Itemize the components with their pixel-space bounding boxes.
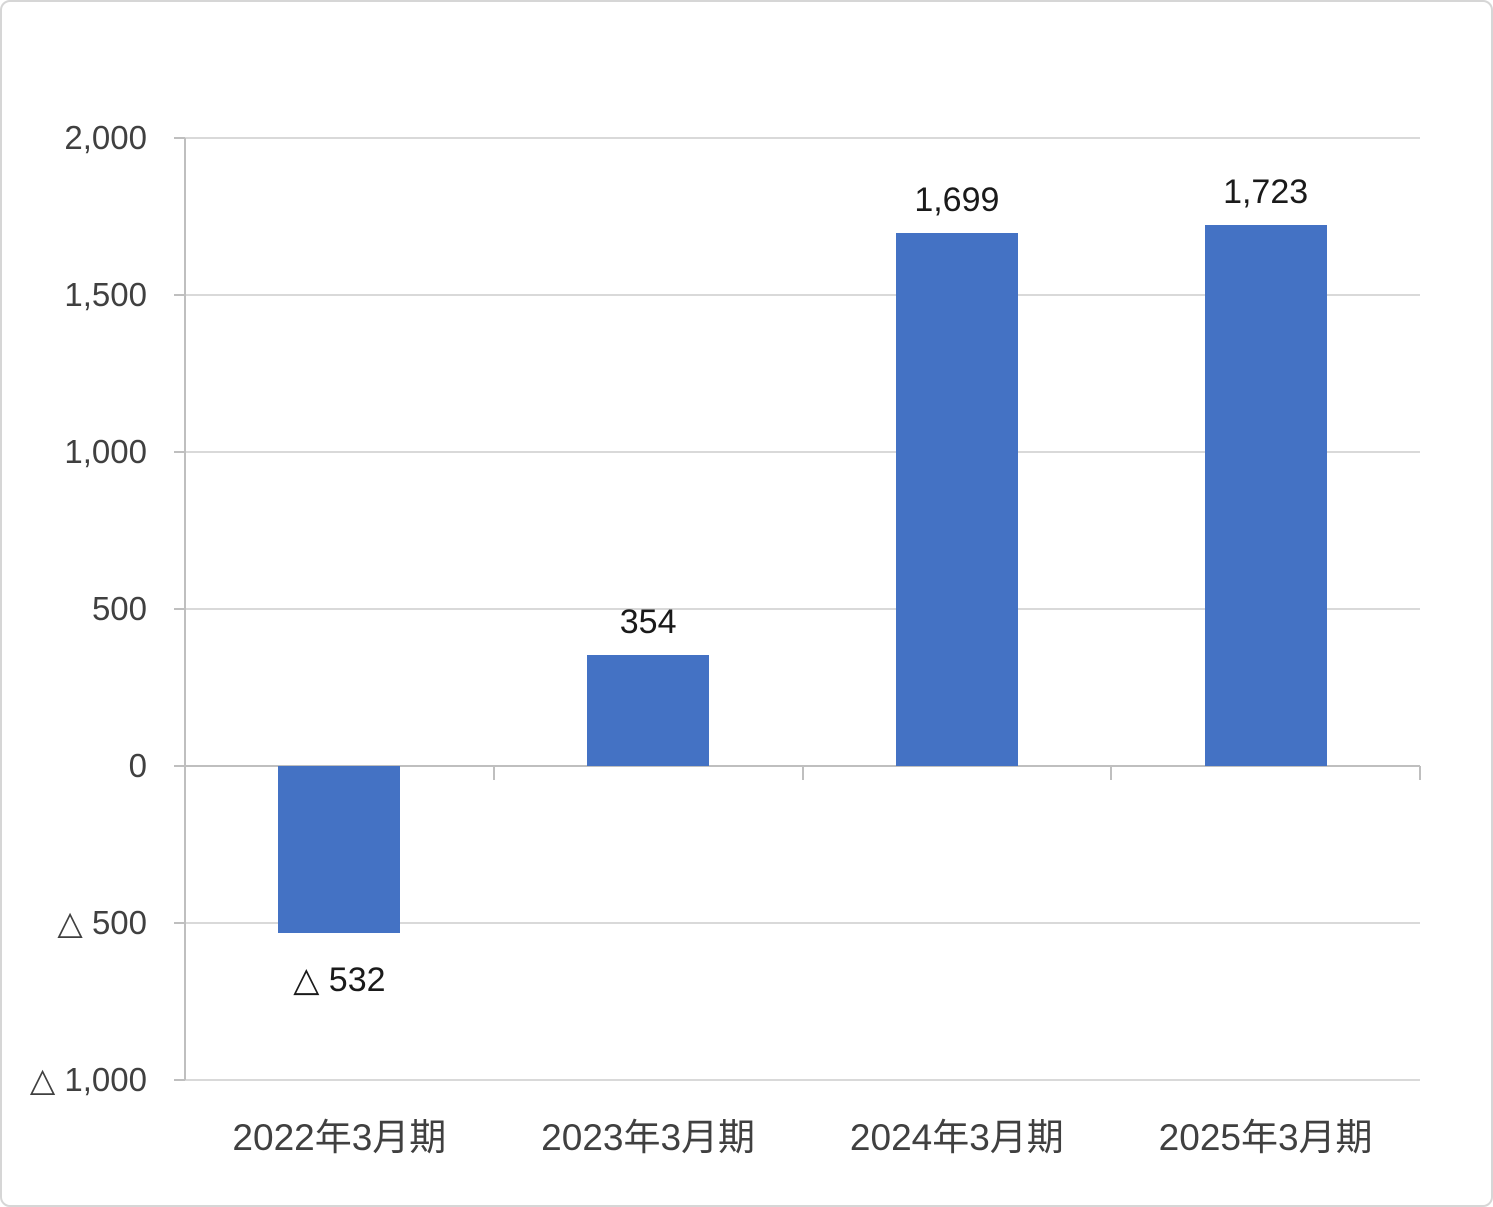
- y-axis-tick: [174, 451, 185, 453]
- gridline: [185, 451, 1420, 453]
- y-axis-tick-label: 0: [128, 747, 147, 784]
- y-axis-tick: [174, 765, 185, 767]
- y-axis-tick: [174, 1079, 185, 1081]
- y-axis-tick-label: 1,500: [64, 276, 147, 313]
- x-axis-tick: [801, 766, 804, 780]
- gridline: [185, 1079, 1420, 1081]
- bar: [278, 766, 401, 934]
- gridline: [185, 922, 1420, 924]
- bar: [895, 232, 1018, 766]
- y-axis-tick: [174, 922, 185, 924]
- category-label: 2022年3月期: [232, 1117, 447, 1158]
- x-axis-tick: [1419, 766, 1421, 780]
- y-axis-tick-label: 2,000: [64, 119, 147, 156]
- y-axis-tick: [174, 294, 185, 296]
- x-axis-tick: [492, 766, 495, 780]
- x-axis-tick: [1110, 766, 1113, 780]
- category-label: 2023年3月期: [541, 1117, 756, 1158]
- y-axis-tick-label: 1,000: [64, 433, 147, 470]
- y-axis-tick: [174, 608, 185, 610]
- bar-value-label: △ 532: [293, 961, 386, 1000]
- bar: [1204, 224, 1327, 766]
- y-axis-tick: [174, 137, 185, 139]
- gridline: [185, 137, 1420, 139]
- category-label: 2024年3月期: [849, 1117, 1064, 1158]
- gridline: [185, 608, 1420, 610]
- x-axis-tick: [184, 766, 186, 780]
- bar: [587, 654, 710, 766]
- y-axis-tick-label: △ 1,000: [29, 1061, 147, 1098]
- bar-value-label: 1,699: [914, 180, 1000, 219]
- category-label: 2025年3月期: [1158, 1117, 1373, 1158]
- gridline: [185, 294, 1420, 296]
- bar-value-label: 354: [619, 602, 677, 641]
- y-axis-line: [184, 138, 186, 1080]
- bar-value-label: 1,723: [1223, 172, 1309, 211]
- y-axis-tick-label: 500: [91, 590, 147, 627]
- y-axis-tick-label: △ 500: [57, 904, 147, 941]
